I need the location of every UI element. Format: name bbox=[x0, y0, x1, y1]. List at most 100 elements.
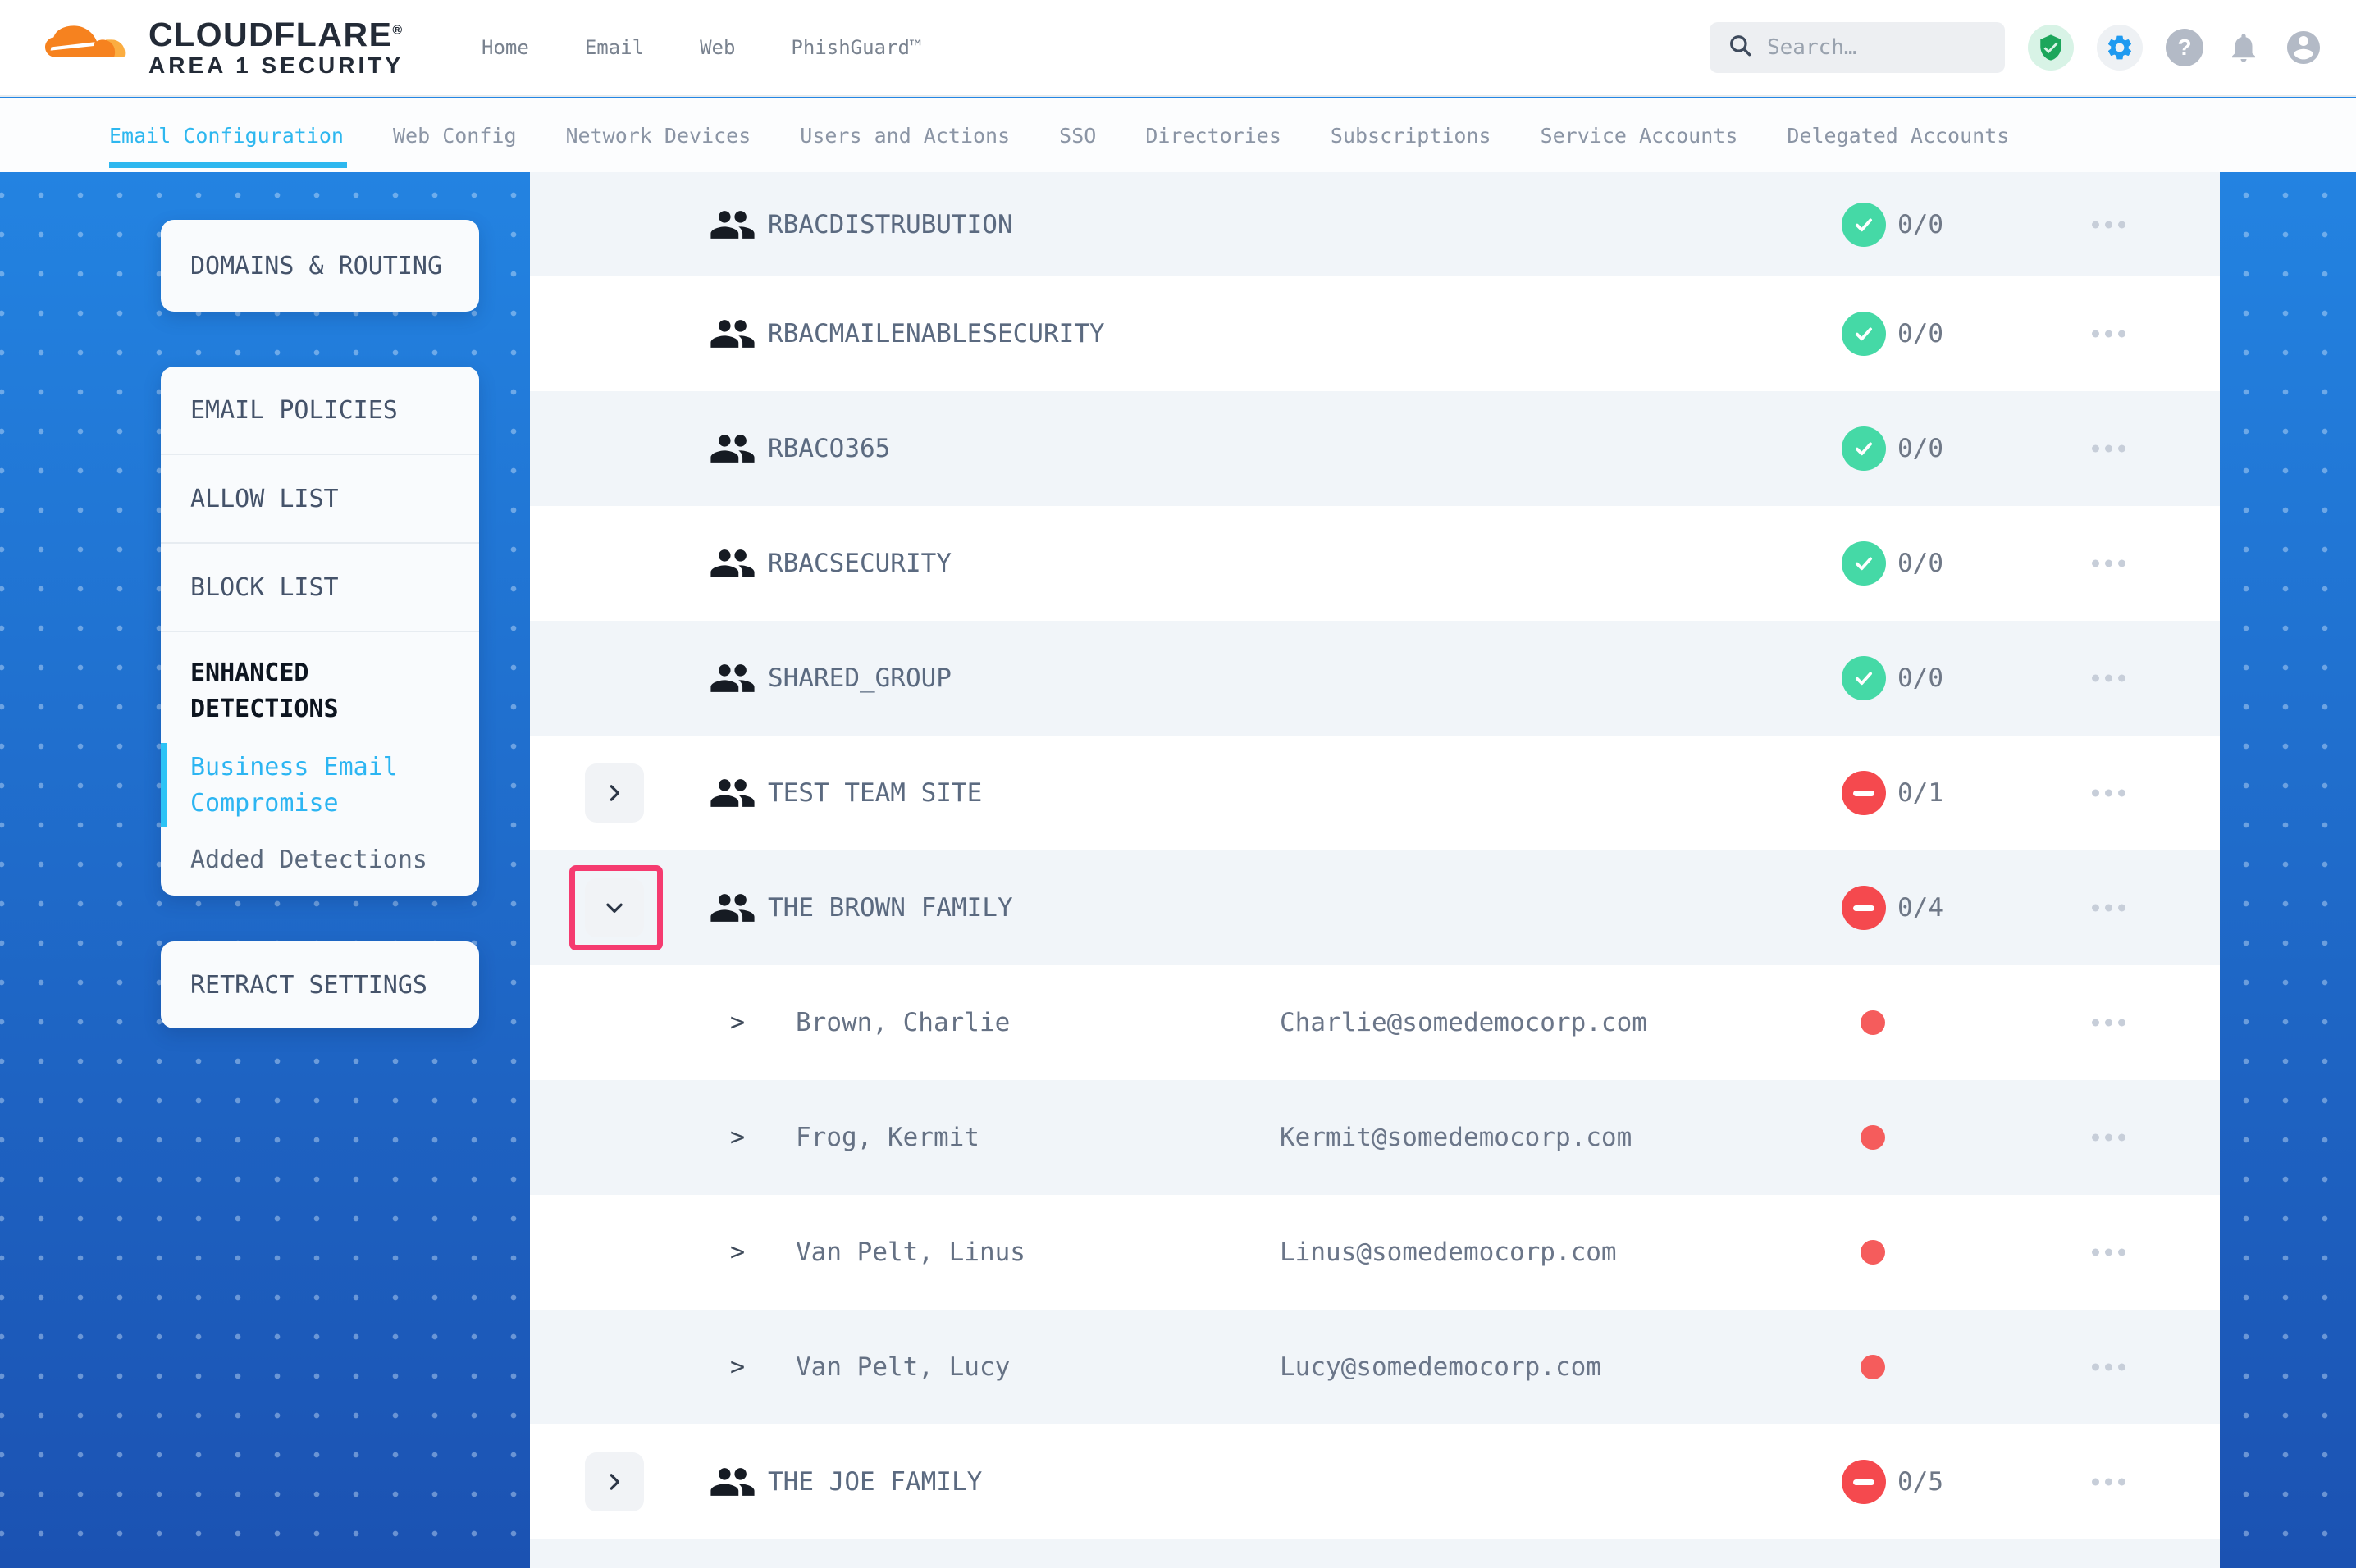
group-row[interactable]: RBACO365 0/0 bbox=[530, 391, 2220, 506]
row-menu-button[interactable] bbox=[2092, 1356, 2125, 1379]
sidebar-item-retract-settings[interactable]: RETRACT SETTINGS bbox=[161, 941, 479, 1028]
status-badge-ok bbox=[1842, 426, 1886, 471]
cloudflare-logo[interactable]: CLOUDFLARE® AREA 1 SECURITY bbox=[45, 16, 404, 79]
row-menu-button[interactable] bbox=[2092, 212, 2125, 236]
notifications-bell-icon[interactable] bbox=[2226, 30, 2261, 65]
logo-line2: AREA 1 SECURITY bbox=[148, 52, 404, 79]
member-row[interactable]: > Brown, Charlie Charlie@somedemocorp.com bbox=[530, 965, 2220, 1080]
chevron-right-icon[interactable]: > bbox=[730, 1352, 746, 1382]
search-input[interactable] bbox=[1767, 35, 1987, 60]
help-icon[interactable]: ? bbox=[2166, 29, 2203, 66]
ellipsis-icon bbox=[2118, 1363, 2125, 1371]
group-icon bbox=[709, 654, 756, 702]
settings-gear-icon[interactable] bbox=[2097, 25, 2143, 71]
group-row[interactable]: RBACSECURITY 0/0 bbox=[530, 506, 2220, 621]
sidebar: DOMAINS & ROUTING EMAIL POLICIES ALLOW LI… bbox=[161, 220, 479, 1028]
ellipsis-icon bbox=[2105, 1248, 2112, 1256]
ellipsis-icon bbox=[2118, 1248, 2125, 1256]
group-name: THE BROWN FAMILY bbox=[768, 893, 1013, 923]
row-menu-button[interactable] bbox=[2092, 1241, 2125, 1265]
row-menu-button[interactable] bbox=[2092, 322, 2125, 346]
sidebar-item-block-list[interactable]: BLOCK LIST bbox=[161, 544, 479, 632]
group-icon bbox=[709, 425, 756, 472]
row-menu-button[interactable] bbox=[2092, 896, 2125, 920]
ellipsis-icon bbox=[2118, 1478, 2125, 1486]
group-name: RBACO365 bbox=[768, 434, 891, 463]
sidebar-item-added-detections[interactable]: Added Detections bbox=[190, 846, 427, 874]
row-menu-button[interactable] bbox=[2092, 782, 2125, 805]
ellipsis-icon bbox=[2118, 789, 2125, 797]
row-menu-button[interactable] bbox=[2092, 552, 2125, 576]
sidebar-item-label: DOMAINS & ROUTING bbox=[190, 251, 443, 280]
expand-button[interactable] bbox=[585, 763, 644, 823]
partial-row bbox=[530, 1539, 2220, 1568]
group-row[interactable]: SHARED_GROUP 0/0 bbox=[530, 621, 2220, 736]
tab-users-and-actions[interactable]: Users and Actions bbox=[800, 123, 1011, 148]
tab-directories[interactable]: Directories bbox=[1145, 123, 1281, 148]
ellipsis-icon bbox=[2092, 1248, 2099, 1256]
row-menu-button[interactable] bbox=[2092, 1011, 2125, 1035]
ellipsis-icon bbox=[2092, 221, 2099, 228]
enhanced-detections-heading: ENHANCED DETECTIONS bbox=[190, 659, 339, 723]
enhanced-detections-section: ENHANCED DETECTIONS Business Email Compr… bbox=[161, 632, 479, 896]
tab-network-devices[interactable]: Network Devices bbox=[565, 123, 751, 148]
group-row[interactable]: TEST TEAM SITE 0/1 bbox=[530, 736, 2220, 850]
logo-registered-mark: ® bbox=[392, 23, 404, 38]
collapse-button[interactable] bbox=[585, 878, 644, 937]
member-count: 0/0 bbox=[1897, 209, 1943, 239]
member-count: 0/0 bbox=[1897, 319, 1943, 349]
sidebar-item-email-policies[interactable]: EMAIL POLICIES bbox=[161, 367, 479, 455]
nav-item-home[interactable]: Home bbox=[482, 36, 529, 59]
ellipsis-icon bbox=[2105, 444, 2112, 453]
row-menu-button[interactable] bbox=[2092, 667, 2125, 691]
tab-service-accounts[interactable]: Service Accounts bbox=[1540, 123, 1738, 148]
status-badge-ok bbox=[1842, 202, 1886, 247]
row-menu-button[interactable] bbox=[2092, 437, 2125, 461]
section-tabs: Email Configuration Web Config Network Dev… bbox=[0, 98, 2356, 172]
account-avatar-icon[interactable] bbox=[2284, 28, 2323, 67]
policy-items: EMAIL POLICIES ALLOW LIST BLOCK LIST bbox=[161, 367, 479, 632]
tab-sso[interactable]: SSO bbox=[1059, 123, 1097, 148]
member-name: Van Pelt, Linus bbox=[796, 1238, 1025, 1267]
group-row[interactable]: THE JOE FAMILY 0/5 bbox=[530, 1424, 2220, 1539]
directory-list: RBACDISTRUBUTION 0/0 RBACMAILENABLESECURIT… bbox=[530, 172, 2220, 1568]
group-icon bbox=[709, 769, 756, 817]
status-badge-blocked bbox=[1842, 886, 1886, 930]
member-row[interactable]: > Van Pelt, Linus Linus@somedemocorp.com bbox=[530, 1195, 2220, 1310]
chevron-right-icon[interactable]: > bbox=[730, 1123, 746, 1152]
member-row[interactable]: > Frog, Kermit Kermit@somedemocorp.com bbox=[530, 1080, 2220, 1195]
primary-nav: Home Email Web PhishGuard™ bbox=[482, 36, 921, 59]
member-row[interactable]: > Van Pelt, Lucy Lucy@somedemocorp.com bbox=[530, 1310, 2220, 1424]
nav-item-web[interactable]: Web bbox=[700, 36, 736, 59]
member-count: 0/4 bbox=[1897, 893, 1943, 923]
nav-item-email[interactable]: Email bbox=[584, 36, 645, 59]
status-badge-ok bbox=[1842, 541, 1886, 586]
row-menu-button[interactable] bbox=[2092, 1126, 2125, 1150]
chevron-right-icon[interactable]: > bbox=[730, 1008, 746, 1037]
sidebar-item-domains-routing[interactable]: DOMAINS & ROUTING bbox=[161, 220, 479, 312]
expand-button[interactable] bbox=[585, 1452, 644, 1511]
ellipsis-icon bbox=[2092, 1133, 2099, 1142]
chevron-right-icon[interactable]: > bbox=[730, 1238, 746, 1267]
status-badge-ok bbox=[1842, 312, 1886, 356]
tab-web-config[interactable]: Web Config bbox=[392, 123, 517, 148]
security-shield-icon[interactable] bbox=[2028, 25, 2074, 71]
sidebar-item-label: RETRACT SETTINGS bbox=[190, 970, 427, 1000]
tab-delegated-accounts[interactable]: Delegated Accounts bbox=[1787, 123, 2010, 148]
group-icon bbox=[709, 884, 756, 932]
group-row[interactable]: THE BROWN FAMILY 0/4 bbox=[530, 850, 2220, 965]
chevron-right-icon bbox=[602, 1470, 627, 1494]
ellipsis-icon bbox=[2092, 330, 2099, 338]
row-menu-button[interactable] bbox=[2092, 1470, 2125, 1494]
tab-email-configuration[interactable]: Email Configuration bbox=[109, 123, 347, 168]
sidebar-item-allow-list[interactable]: ALLOW LIST bbox=[161, 455, 479, 544]
group-icon bbox=[709, 201, 756, 248]
group-row[interactable]: RBACMAILENABLESECURITY 0/0 bbox=[530, 276, 2220, 391]
tab-subscriptions[interactable]: Subscriptions bbox=[1330, 123, 1491, 148]
nav-item-phishguard[interactable]: PhishGuard™ bbox=[791, 36, 922, 59]
group-icon bbox=[709, 1458, 756, 1506]
sidebar-item-business-email-compromise[interactable]: Business Email Compromise bbox=[161, 743, 450, 827]
member-email: Kermit@somedemocorp.com bbox=[1280, 1123, 1632, 1152]
ellipsis-icon bbox=[2105, 330, 2112, 338]
group-row[interactable]: RBACDISTRUBUTION 0/0 bbox=[530, 172, 2220, 276]
